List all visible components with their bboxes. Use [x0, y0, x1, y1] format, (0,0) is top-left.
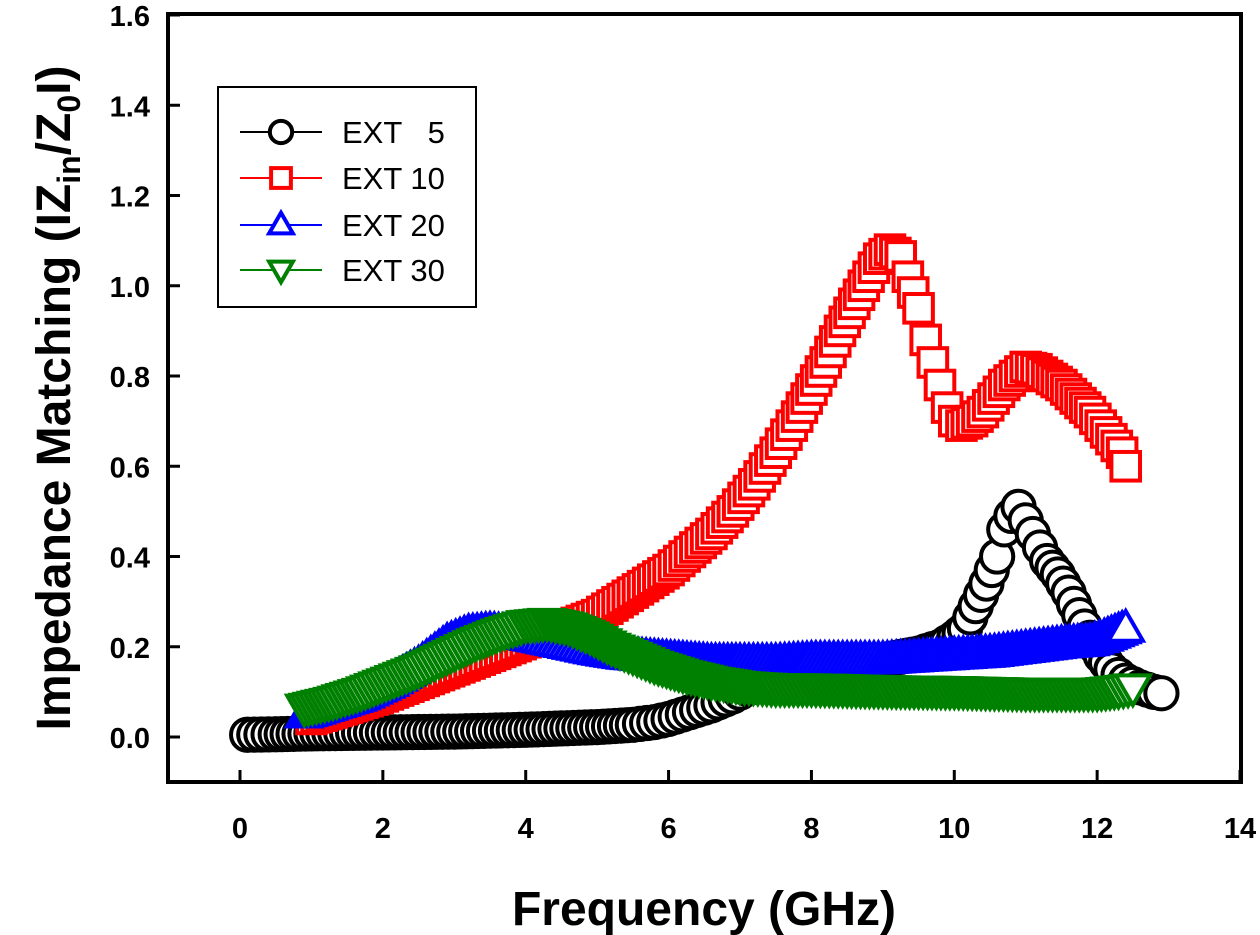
series-layer [229, 233, 1180, 753]
y-tick-label: 0.6 [110, 452, 150, 484]
legend-item: EXT 20 [240, 208, 445, 243]
data-point-square [902, 292, 935, 325]
legend-item: EXT 30 [240, 253, 445, 288]
legend-item: EXT 10 [240, 161, 445, 196]
series-ext-30 [283, 607, 1154, 730]
data-point-triangle-up [1105, 606, 1147, 643]
legend: EXT 5 EXT 10 EXT 20 EXT 30 [217, 86, 477, 308]
x-tick-label: 2 [375, 813, 391, 845]
plot-frame [166, 12, 1243, 784]
y-axis-title-sub-in: in [51, 155, 87, 183]
x-axis-ticks: 0 2 4 6 8 10 12 14 [232, 770, 1256, 845]
x-tick-label: 0 [232, 813, 248, 845]
legend-label: EXT 30 [342, 253, 445, 288]
x-tick-label: 4 [518, 813, 534, 845]
legend-label: EXT 20 [342, 208, 445, 243]
y-axis-title-sub-0: 0 [51, 95, 87, 113]
data-point-square [1109, 449, 1143, 483]
x-axis-title: Frequency (GHz) [512, 883, 896, 935]
y-tick-label: 1.0 [110, 272, 150, 304]
y-axis-title-suffix: I) [28, 66, 81, 95]
legend-item: EXT 5 [240, 115, 445, 150]
x-tick-label: 8 [803, 813, 819, 845]
y-axis-title-prefix: Impedance Matching (IZ [28, 184, 81, 731]
x-tick-label: 14 [1224, 813, 1256, 845]
y-tick-label: 0.2 [110, 633, 150, 665]
plot-area-border [166, 12, 1243, 784]
y-axis-title: Impedance Matching (IZin/Z0I) [28, 66, 87, 731]
legend-marker-square [269, 166, 293, 190]
legend-label: EXT 5 [342, 115, 445, 150]
x-tick-label: 6 [661, 813, 677, 845]
y-tick-label: 0.0 [110, 723, 150, 755]
x-tick-label: 12 [1081, 813, 1113, 845]
y-tick-label: 1.4 [110, 91, 150, 123]
y-tick-label: 0.8 [110, 362, 150, 394]
legend-label: EXT 10 [342, 161, 445, 196]
y-tick-label: 1.2 [110, 182, 150, 214]
data-point-circle [1143, 675, 1180, 712]
legend-marker-triangle-up [265, 208, 297, 236]
y-tick-label: 1.6 [110, 1, 150, 33]
legend-marker-triangle-down [265, 259, 297, 287]
data-point-triangle-down [1112, 673, 1154, 710]
y-axis-ticks: 0.0 0.2 0.4 0.6 0.8 1.0 1.2 1.4 1.6 [110, 1, 180, 755]
y-axis-title-mid: /Z [28, 113, 81, 156]
x-tick-label: 10 [938, 813, 970, 845]
legend-marker-circle [267, 118, 295, 146]
y-tick-label: 0.4 [110, 543, 150, 575]
